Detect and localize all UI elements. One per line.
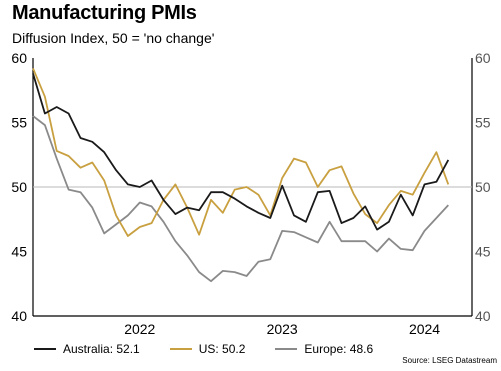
chart-subtitle: Diffusion Index, 50 = 'no change' bbox=[12, 30, 215, 46]
legend: Australia: 52.1 US: 50.2 Europe: 48.6 bbox=[34, 342, 403, 356]
legend-item-europe: Europe: 48.6 bbox=[275, 342, 373, 356]
legend-swatch-australia bbox=[34, 348, 56, 350]
y-tick-label-left: 55 bbox=[11, 115, 27, 131]
legend-label-europe: Europe: 48.6 bbox=[304, 342, 374, 356]
legend-label-australia: Australia: 52.1 bbox=[63, 342, 140, 356]
y-tick-label-right: 60 bbox=[475, 50, 491, 66]
y-tick-label-left: 60 bbox=[11, 50, 27, 66]
series-line-us bbox=[32, 67, 450, 237]
y-tick-label-right: 45 bbox=[475, 244, 491, 260]
y-tick-label-left: 45 bbox=[11, 244, 27, 260]
y-tick-label-right: 40 bbox=[475, 308, 491, 324]
series-line-australia bbox=[32, 73, 450, 231]
chart-title: Manufacturing PMIs bbox=[12, 2, 197, 24]
y-tick-label-left: 40 bbox=[11, 308, 27, 324]
axis-ticks: 40 40 45 45 50 50 55 55 60 60 2022 2023 2024 bbox=[11, 50, 490, 337]
legend-swatch-europe bbox=[275, 348, 298, 350]
series-line-europe bbox=[32, 115, 449, 283]
plot-area bbox=[32, 58, 473, 317]
y-tick-label-left: 50 bbox=[11, 179, 27, 195]
x-tick-label: 2023 bbox=[267, 321, 298, 337]
legend-label-us: US: 50.2 bbox=[198, 342, 246, 356]
legend-swatch-us bbox=[169, 348, 192, 350]
x-tick-label: 2022 bbox=[124, 321, 155, 337]
y-tick-label-right: 55 bbox=[475, 115, 491, 131]
y-tick-label-right: 50 bbox=[475, 179, 491, 195]
source-note: Source: LSEG Datastream bbox=[402, 356, 497, 365]
legend-item-us: US: 50.2 bbox=[169, 342, 246, 356]
legend-item-australia: Australia: 52.1 bbox=[34, 342, 140, 356]
x-tick-label: 2024 bbox=[409, 321, 440, 337]
